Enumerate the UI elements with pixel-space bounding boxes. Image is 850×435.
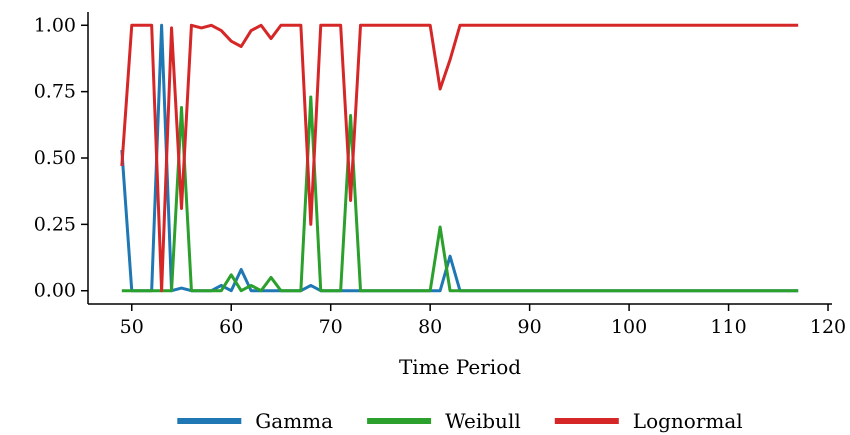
y-tick-label: 0.00 xyxy=(34,280,76,302)
y-tick-label: 0.50 xyxy=(34,147,76,169)
y-tick-label: 1.00 xyxy=(34,14,76,36)
x-tick-label: 90 xyxy=(518,316,542,338)
y-ticks: 0.00 0.25 0.50 0.75 1.00 xyxy=(34,14,88,302)
legend-label: Gamma xyxy=(255,409,333,433)
series-line-lognormal xyxy=(120,23,799,293)
legend-label: Weibull xyxy=(445,409,521,433)
x-axis-label: Time Period xyxy=(399,355,521,379)
x-tick-label: 120 xyxy=(810,316,846,338)
series-layer xyxy=(120,23,799,293)
x-tick-label: 100 xyxy=(611,316,647,338)
y-tick-label: 0.25 xyxy=(34,213,76,235)
x-tick-label: 50 xyxy=(120,316,144,338)
x-tick-label: 60 xyxy=(219,316,243,338)
legend-label: Lognormal xyxy=(633,409,743,433)
x-tick-label: 80 xyxy=(418,316,442,338)
legend: Gamma Weibull Lognormal xyxy=(177,409,743,433)
series-line-weibull xyxy=(121,95,799,293)
legend-item-lognormal: Lognormal xyxy=(554,409,743,433)
x-tick-label: 110 xyxy=(710,316,746,338)
legend-item-gamma: Gamma xyxy=(177,409,333,433)
x-tick-label: 70 xyxy=(319,316,343,338)
y-tick-label: 0.75 xyxy=(34,81,76,103)
series-line-gamma xyxy=(120,23,799,293)
x-ticks: 50 60 70 80 90 100 110 120 xyxy=(120,304,846,338)
legend-item-weibull: Weibull xyxy=(367,409,521,433)
